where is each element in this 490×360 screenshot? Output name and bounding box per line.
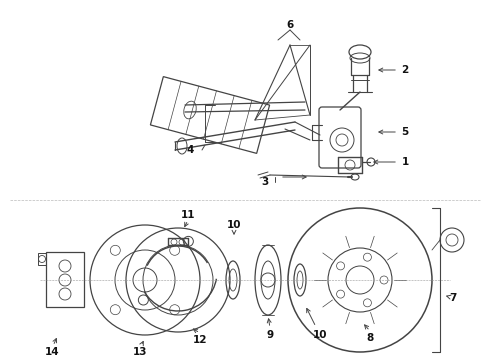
Text: 10: 10: [313, 330, 327, 340]
Text: 10: 10: [227, 220, 241, 230]
Bar: [38, 253, 46, 265]
Text: 6: 6: [286, 20, 294, 30]
Text: 9: 9: [267, 330, 273, 340]
Text: 5: 5: [401, 127, 409, 137]
Text: 11: 11: [181, 210, 195, 220]
Text: 8: 8: [367, 333, 374, 343]
Text: 7: 7: [449, 293, 457, 303]
Text: 1: 1: [401, 157, 409, 167]
Text: 13: 13: [133, 347, 147, 357]
Text: 2: 2: [401, 65, 409, 75]
Text: 4: 4: [186, 145, 194, 155]
Text: 12: 12: [193, 335, 207, 345]
Text: 14: 14: [45, 347, 59, 357]
Bar: [46, 252, 84, 307]
Text: 3: 3: [261, 177, 269, 187]
